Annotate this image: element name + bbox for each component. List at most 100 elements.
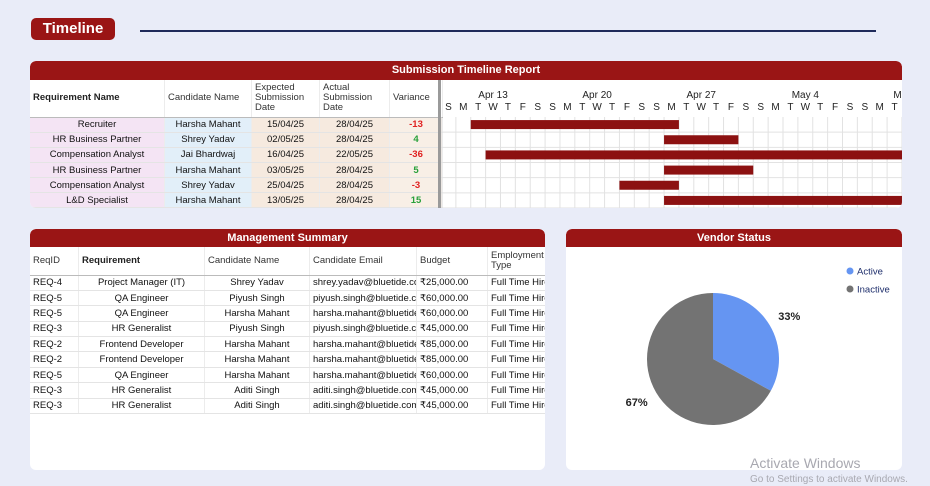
column-header: Candidate Name: [204, 247, 310, 276]
header-row: ReqID Requirement Candidate Name Candidate …: [30, 247, 545, 276]
column-header: Variance: [389, 80, 443, 118]
table-cell: 28/04/25: [319, 117, 390, 133]
table-cell: REQ-4: [30, 275, 79, 291]
table-cell: REQ-2: [30, 351, 79, 368]
table-cell: ₹85,000.00: [416, 351, 488, 368]
table-cell: HR Business Partner: [30, 162, 165, 179]
day-letter: F: [624, 102, 630, 113]
table-cell: Full Time Hire: [487, 367, 545, 384]
table-cell: 28/04/25: [319, 132, 390, 148]
table-cell: Project Manager (IT): [78, 275, 205, 291]
day-letter: S: [742, 102, 749, 113]
day-letter: S: [847, 102, 854, 113]
table-cell: ₹45,000.00: [416, 321, 488, 338]
day-letter: W: [592, 102, 602, 113]
table-cell: Harsha Mahant: [204, 351, 310, 368]
table-row: Compensation Analyst Jai Bhardwaj 16/04/25…: [30, 147, 443, 163]
table-cell: REQ-2: [30, 336, 79, 353]
table-row: REQ-3 HR Generalist Aditi Singh aditi.singh…: [30, 398, 545, 415]
gantt-chart: SMTWTFSSMTWTFSSMTWTFSSMTWTFSSMTWTFApr 13…: [441, 90, 902, 208]
day-letter: T: [609, 102, 615, 113]
page-title: Timeline: [31, 18, 115, 40]
table-cell: harsha.mahant@bluetide.com: [309, 367, 417, 384]
table-cell: Shrey Yadav: [164, 132, 252, 148]
header-row: Requirement Name Candidate Name Expected S…: [30, 80, 443, 118]
day-letter: T: [683, 102, 689, 113]
day-letter: S: [757, 102, 764, 113]
table-cell: Piyush Singh: [204, 321, 310, 338]
pie-chart: 33% 67% Active Inactive: [626, 267, 890, 425]
management-table: ReqID Requirement Candidate Name Candidate …: [30, 247, 545, 415]
legend-label: Inactive: [857, 285, 890, 296]
table-cell: Full Time Hire: [487, 336, 545, 353]
day-letter: F: [832, 102, 838, 113]
panel-title: Vendor Status: [566, 229, 902, 247]
table-cell: ₹60,000.00: [416, 290, 488, 307]
day-letter: T: [891, 102, 897, 113]
table-row: Recruiter Harsha Mahant 15/04/25 28/04/25 -1…: [30, 117, 443, 133]
table-cell: aditi.singh@bluetide.com: [309, 382, 417, 399]
table-row: REQ-5 QA Engineer Harsha Mahant harsha.maha…: [30, 367, 545, 384]
table-cell: Compensation Analyst: [30, 147, 165, 163]
day-letter: S: [445, 102, 452, 113]
week-label: May 11: [893, 90, 902, 101]
title-rule: [140, 30, 876, 32]
day-letter: T: [475, 102, 481, 113]
legend-swatch: [846, 285, 854, 293]
table-cell: harsha.mahant@bluetide.com: [309, 305, 417, 322]
table-cell: Frontend Developer: [78, 351, 205, 368]
table-cell: piyush.singh@bluetide.com: [309, 321, 417, 338]
gantt-bar: [619, 180, 679, 190]
table-cell: Full Time Hire: [487, 321, 545, 338]
table-cell: ₹85,000.00: [416, 336, 488, 353]
table-cell: HR Generalist: [78, 321, 205, 338]
pie-slice: [713, 293, 779, 391]
day-letter: M: [771, 102, 779, 113]
vendor-panel: Vendor Status 33% 67% Active Inactive: [566, 229, 902, 470]
table-row: Compensation Analyst Shrey Yadav 25/04/25 2…: [30, 177, 443, 194]
legend-label: Active: [857, 267, 883, 278]
column-header: Requirement Name: [30, 80, 165, 118]
table-cell: Jai Bhardwaj: [164, 147, 252, 163]
table-cell: aditi.singh@bluetide.com: [309, 398, 417, 415]
table-cell: piyush.singh@bluetide.com: [309, 290, 417, 307]
day-letter: M: [667, 102, 675, 113]
gantt-bar: [664, 165, 754, 175]
table-cell: ₹45,000.00: [416, 398, 488, 415]
day-letter: S: [861, 102, 868, 113]
day-letter: S: [653, 102, 660, 113]
table-row: L&D Specialist Harsha Mahant 13/05/25 28/04…: [30, 192, 443, 208]
watermark-title: Activate Windows: [750, 455, 861, 471]
table-cell: Full Time Hire: [487, 382, 545, 399]
gantt-body: SMTWTFSSMTWTFSSMTWTFSSMTWTFSSMTWTFApr 13…: [441, 90, 902, 208]
day-letter: F: [728, 102, 734, 113]
table-row: REQ-2 Frontend Developer Harsha Mahant hars…: [30, 351, 545, 368]
table-cell: Full Time Hire: [487, 398, 545, 415]
table-cell: 28/04/25: [319, 192, 390, 208]
column-header: Candidate Email: [309, 247, 417, 276]
management-panel: Management Summary ReqID Requirement Candi…: [30, 229, 545, 470]
table-cell: ₹60,000.00: [416, 305, 488, 322]
table-cell: QA Engineer: [78, 305, 205, 322]
table-row: HR Business Partner Shrey Yadav 02/05/25 28…: [30, 132, 443, 148]
table-cell: 15/04/25: [251, 117, 320, 133]
table-cell: 25/04/25: [251, 177, 320, 194]
day-letter: T: [787, 102, 793, 113]
timeline-panel: Submission Timeline Report Requirement N…: [30, 61, 902, 208]
table-cell: Harsha Mahant: [164, 162, 252, 179]
table-cell: Harsha Mahant: [204, 367, 310, 384]
panel-title: Submission Timeline Report: [30, 61, 902, 80]
gantt-bar: [664, 195, 902, 205]
table-row: REQ-5 QA Engineer Harsha Mahant harsha.maha…: [30, 305, 545, 322]
table-row: HR Business Partner Harsha Mahant 03/05/25…: [30, 162, 443, 179]
table-cell: 16/04/25: [251, 147, 320, 163]
table-cell: 03/05/25: [251, 162, 320, 179]
table-cell: Harsha Mahant: [164, 192, 252, 208]
table-cell: REQ-5: [30, 305, 79, 322]
table-cell: 02/05/25: [251, 132, 320, 148]
table-cell: 22/05/25: [319, 147, 390, 163]
table-row: REQ-5 QA Engineer Piyush Singh piyush.singh…: [30, 290, 545, 307]
column-header: Expected Submission Date: [251, 80, 320, 118]
column-header: Candidate Name: [164, 80, 252, 118]
